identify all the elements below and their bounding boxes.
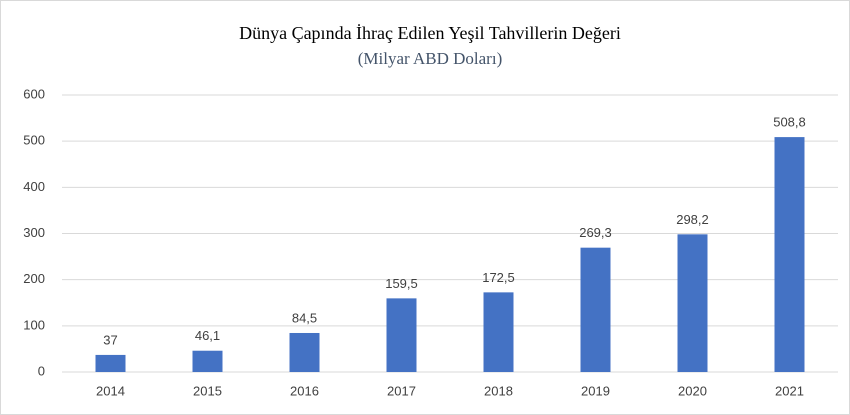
bar	[289, 332, 320, 372]
x-tick-label: 2021	[775, 383, 804, 398]
chart-title: Dünya Çapında İhraç Edilen Yeşil Tahvill…	[239, 23, 621, 43]
y-tick-label: 300	[23, 225, 45, 240]
data-label: 159,5	[385, 276, 418, 291]
bar	[677, 234, 708, 372]
data-label: 84,5	[292, 310, 317, 325]
chart-subtitle: (Milyar ABD Doları)	[358, 49, 502, 68]
x-tick-label: 2014	[96, 383, 125, 398]
x-tick-label: 2016	[290, 383, 319, 398]
x-tick-label: 2019	[581, 383, 610, 398]
y-tick-label: 600	[23, 86, 45, 101]
x-tick-label: 2015	[193, 383, 222, 398]
bar	[774, 137, 805, 372]
y-tick-label: 100	[23, 317, 45, 332]
data-label: 37	[103, 332, 117, 347]
bar	[483, 292, 514, 372]
data-label: 46,1	[195, 328, 220, 343]
x-tick-label: 2017	[387, 383, 416, 398]
bar	[95, 354, 126, 372]
y-tick-label: 200	[23, 271, 45, 286]
y-tick-label: 0	[38, 363, 45, 378]
y-tick-label: 400	[23, 179, 45, 194]
bar	[580, 247, 611, 372]
y-tick-label: 500	[23, 133, 45, 148]
data-label: 269,3	[579, 225, 612, 240]
data-label: 298,2	[676, 212, 709, 227]
x-tick-label: 2018	[484, 383, 513, 398]
data-label: 508,8	[773, 115, 806, 130]
bar	[386, 298, 417, 372]
bar	[192, 350, 223, 372]
data-label: 172,5	[482, 270, 515, 285]
x-tick-label: 2020	[678, 383, 707, 398]
